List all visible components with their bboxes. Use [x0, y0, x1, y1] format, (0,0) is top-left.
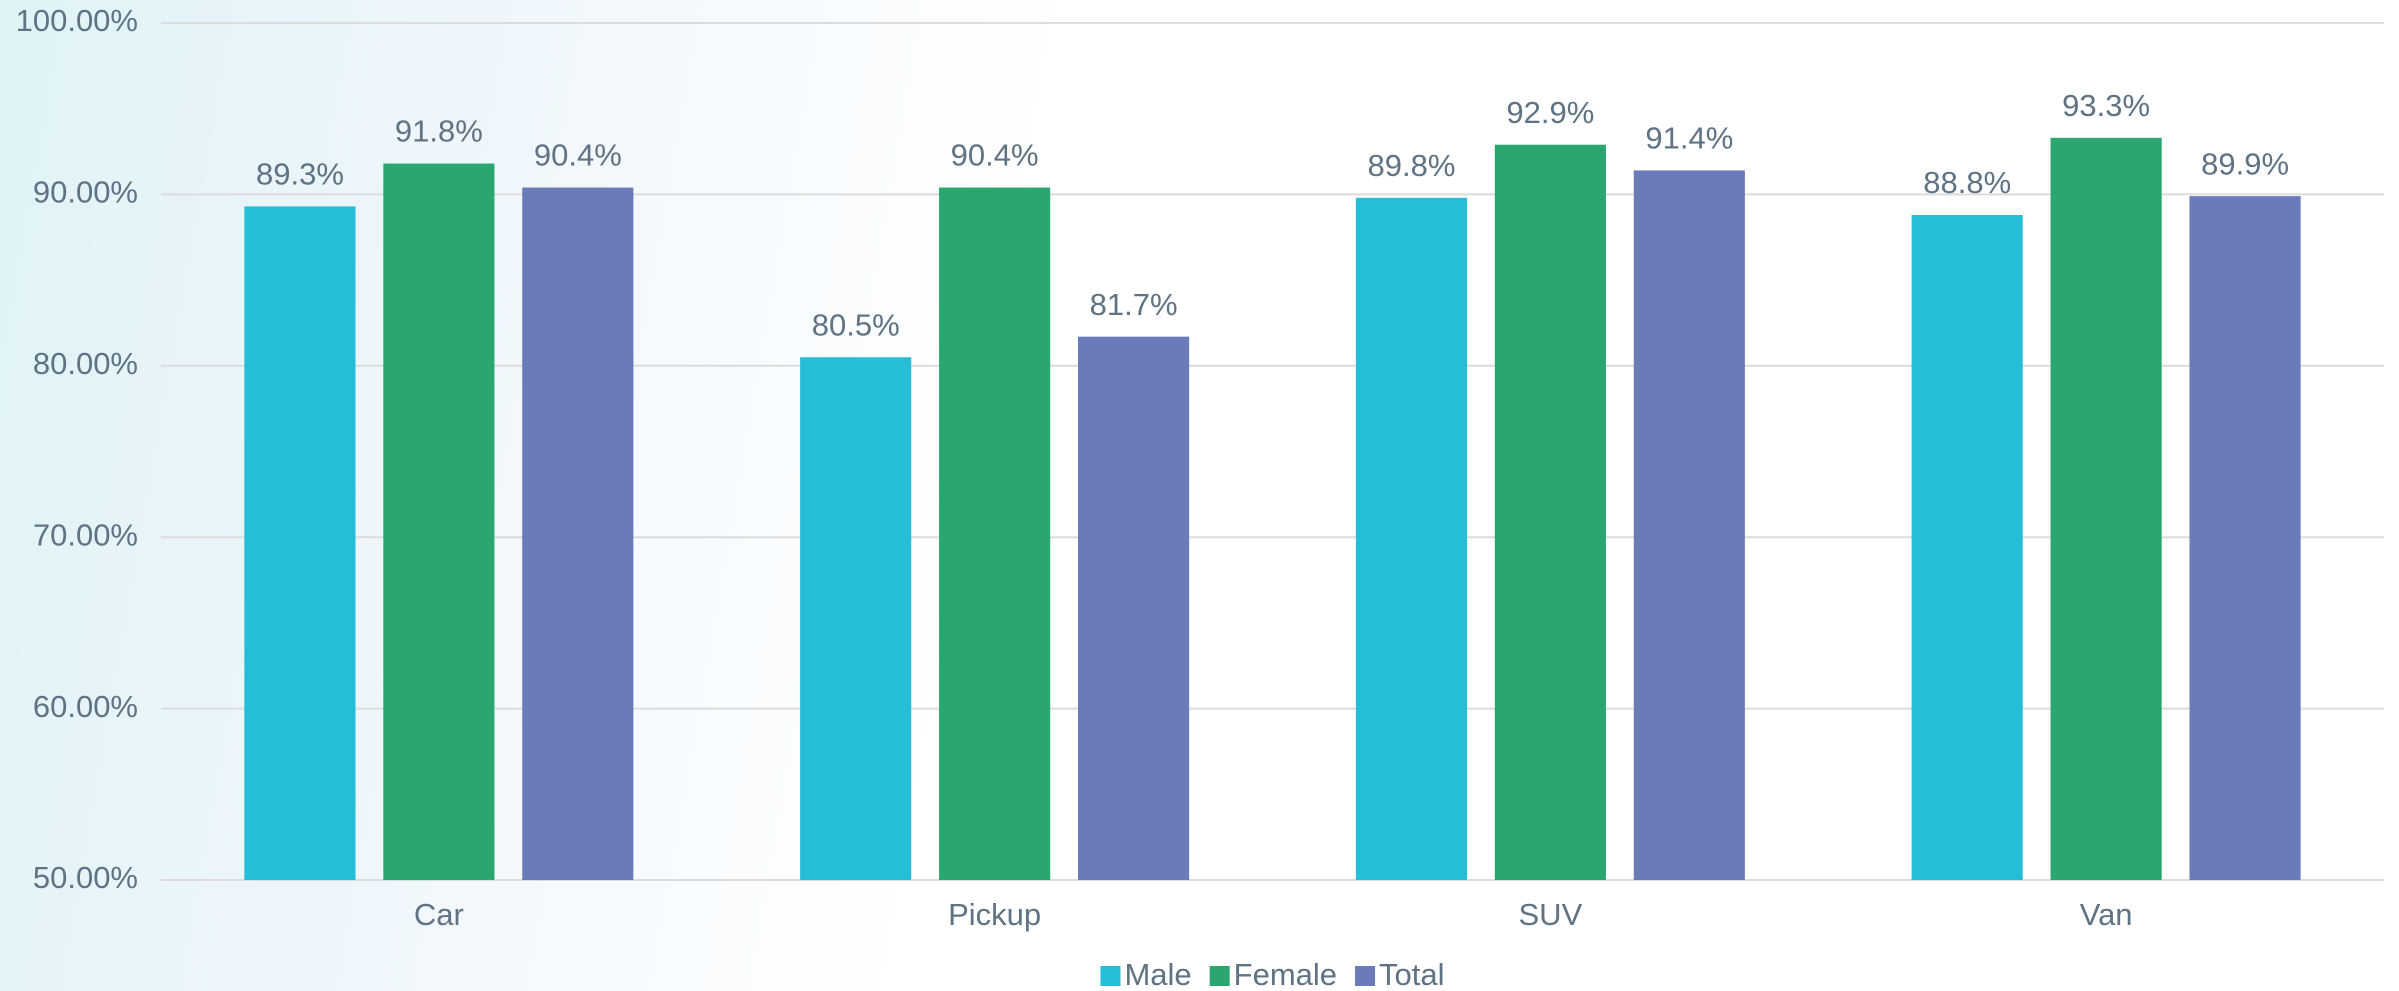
bar	[522, 187, 634, 880]
data-label: 81.7%	[1090, 287, 1178, 322]
bar	[1355, 197, 1468, 880]
y-tick-label: 100.00%	[16, 3, 138, 38]
data-label: 91.4%	[1645, 121, 1733, 156]
y-tick-label: 50.00%	[33, 860, 138, 895]
bar	[1494, 144, 1606, 881]
x-tick-label: Car	[414, 897, 464, 932]
data-label: 89.8%	[1367, 148, 1455, 183]
bar	[939, 187, 1051, 880]
data-label: 92.9%	[1506, 95, 1594, 130]
bar	[1077, 336, 1190, 880]
data-label: 91.8%	[395, 114, 483, 149]
legend-swatch	[1355, 966, 1376, 986]
bar	[2189, 196, 2301, 880]
legend-label: Total	[1379, 957, 1444, 991]
bar	[800, 357, 912, 881]
bar	[383, 163, 495, 881]
data-label: 90.4%	[951, 138, 1039, 173]
legend-label: Female	[1234, 957, 1337, 991]
bar	[1633, 170, 1745, 881]
bar	[244, 206, 356, 880]
x-tick-label: Van	[2080, 897, 2133, 932]
data-label: 89.3%	[256, 157, 344, 192]
bar	[1911, 214, 2023, 880]
bar	[2050, 137, 2162, 880]
y-tick-label: 70.00%	[33, 517, 138, 552]
legend-label: Male	[1124, 957, 1191, 991]
data-label: 88.8%	[1923, 165, 2011, 200]
x-tick-label: Pickup	[948, 897, 1041, 932]
data-label: 80.5%	[812, 307, 900, 342]
data-label: 89.9%	[2201, 146, 2289, 181]
data-label: 90.4%	[534, 138, 622, 173]
data-label: 93.3%	[2062, 88, 2150, 123]
y-tick-label: 80.00%	[33, 346, 138, 381]
legend-swatch	[1100, 966, 1121, 986]
y-tick-label: 60.00%	[33, 689, 138, 724]
legend-swatch	[1209, 966, 1230, 986]
y-tick-label: 90.00%	[33, 175, 138, 210]
x-tick-label: SUV	[1519, 897, 1583, 932]
